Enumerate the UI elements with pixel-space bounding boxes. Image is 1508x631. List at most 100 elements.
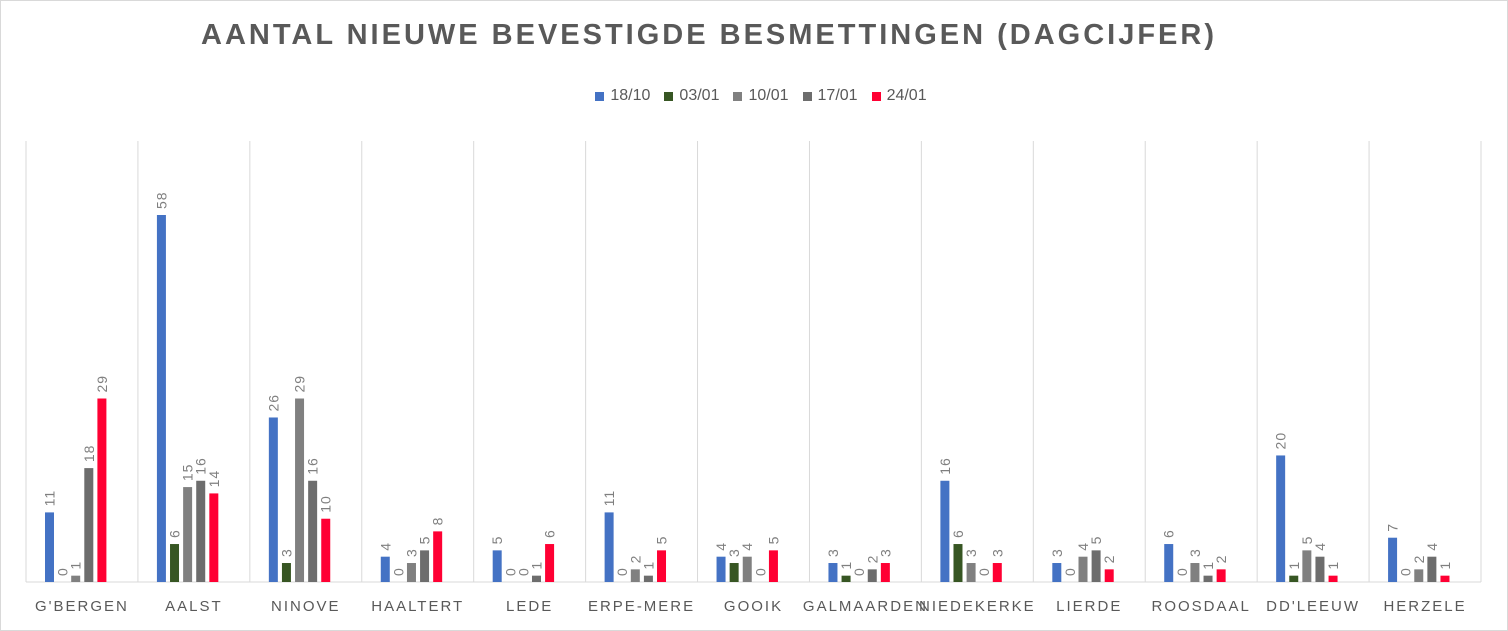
data-label: 5 <box>417 536 433 545</box>
bar <box>45 512 54 582</box>
x-tick-label: NIEDEKERKE <box>919 598 1036 615</box>
data-label: 5 <box>1299 536 1315 545</box>
bar <box>768 550 778 582</box>
data-label: 3 <box>403 548 419 557</box>
bar <box>84 468 94 582</box>
x-tick-label: GALMAARDEN <box>803 598 928 615</box>
legend-item-4: 24/01 <box>871 87 927 105</box>
bar <box>1315 556 1325 582</box>
data-label: 0 <box>976 567 992 576</box>
bar <box>880 563 890 582</box>
data-label: 3 <box>1049 548 1065 557</box>
bar <box>196 480 206 582</box>
legend-swatch <box>664 91 674 101</box>
bar <box>643 575 653 582</box>
x-tick-label: NINOVE <box>271 598 341 615</box>
bar <box>1440 575 1450 582</box>
bar <box>1328 575 1338 582</box>
data-label: 2 <box>1411 555 1427 564</box>
data-label: 3 <box>825 548 841 557</box>
data-label: 3 <box>877 548 893 557</box>
data-label: 2 <box>1213 555 1229 564</box>
data-label: 0 <box>390 567 406 576</box>
data-label: 1 <box>1325 561 1341 570</box>
legend-label: 03/01 <box>679 87 720 104</box>
bar <box>433 531 443 582</box>
data-label: 5 <box>1088 536 1104 545</box>
data-label: 6 <box>542 529 558 538</box>
bar <box>71 575 81 582</box>
bar <box>604 512 614 582</box>
bar <box>97 398 107 582</box>
data-label: 16 <box>305 457 321 475</box>
data-label: 3 <box>1187 548 1203 557</box>
legend-swatch <box>733 91 743 101</box>
bar <box>1052 563 1062 582</box>
data-label: 6 <box>1161 529 1177 538</box>
legend-item-0: 18/10 <box>595 87 650 105</box>
data-label: 0 <box>752 567 768 576</box>
x-tick-label: ERPE-MERE <box>588 598 695 615</box>
data-label: 10 <box>318 495 334 513</box>
data-label: 5 <box>765 536 781 545</box>
bar <box>1078 556 1088 582</box>
data-label: 4 <box>1075 542 1091 551</box>
data-label: 0 <box>502 567 518 576</box>
x-tick-label: HERZELE <box>1383 598 1466 615</box>
legend-label: 24/01 <box>886 87 927 104</box>
bar <box>380 556 390 582</box>
x-tick-label: GOOIK <box>724 598 783 615</box>
data-label: 3 <box>278 548 294 557</box>
bar <box>742 556 752 582</box>
legend-label: 10/01 <box>748 87 789 104</box>
bar <box>953 544 963 582</box>
bar <box>281 563 291 582</box>
x-tick-label: LIERDE <box>1056 598 1122 615</box>
data-label: 6 <box>950 529 966 538</box>
x-tick-label: LEDE <box>506 598 553 615</box>
bar <box>1091 550 1101 582</box>
data-label: 7 <box>1385 523 1401 532</box>
legend: 18/10 03/01 10/01 17/01 24/01 <box>1 87 1508 105</box>
legend-swatch <box>595 91 605 101</box>
x-tick-label: G'BERGEN <box>35 598 129 615</box>
bar <box>1427 556 1437 582</box>
data-label: 11 <box>601 490 617 507</box>
data-label: 1 <box>1286 561 1302 570</box>
data-label: 1 <box>1200 561 1216 570</box>
data-label: 4 <box>713 542 729 551</box>
data-label: 1 <box>1437 561 1453 570</box>
data-label: 0 <box>515 567 531 576</box>
data-label: 2 <box>1101 555 1117 564</box>
data-label: 14 <box>206 470 222 488</box>
bar <box>1276 455 1286 582</box>
bar <box>1104 569 1114 582</box>
data-label: 0 <box>55 567 71 576</box>
data-label: 0 <box>1174 567 1190 576</box>
bar <box>156 215 166 582</box>
bar <box>406 563 416 582</box>
bar <box>940 480 950 582</box>
data-label: 1 <box>838 561 854 570</box>
x-tick-label: ROOSDAAL <box>1152 598 1251 615</box>
bar <box>268 417 278 582</box>
data-label: 11 <box>42 490 58 507</box>
bar <box>1414 569 1424 582</box>
data-label: 15 <box>180 464 196 482</box>
data-label: 0 <box>851 567 867 576</box>
data-label: 16 <box>937 457 953 475</box>
legend-swatch <box>871 91 881 101</box>
chart-title: AANTAL NIEUWE BEVESTIGDE BESMETTINGEN (D… <box>201 19 1217 51</box>
data-label: 16 <box>193 457 209 475</box>
bar <box>630 569 640 582</box>
data-label: 3 <box>726 548 742 557</box>
data-label: 58 <box>153 191 169 209</box>
bar <box>1388 537 1398 582</box>
data-label: 4 <box>1424 542 1440 551</box>
legend-item-1: 03/01 <box>664 87 719 105</box>
bar <box>492 550 502 582</box>
data-label: 0 <box>1398 567 1414 576</box>
data-label: 0 <box>1062 567 1078 576</box>
